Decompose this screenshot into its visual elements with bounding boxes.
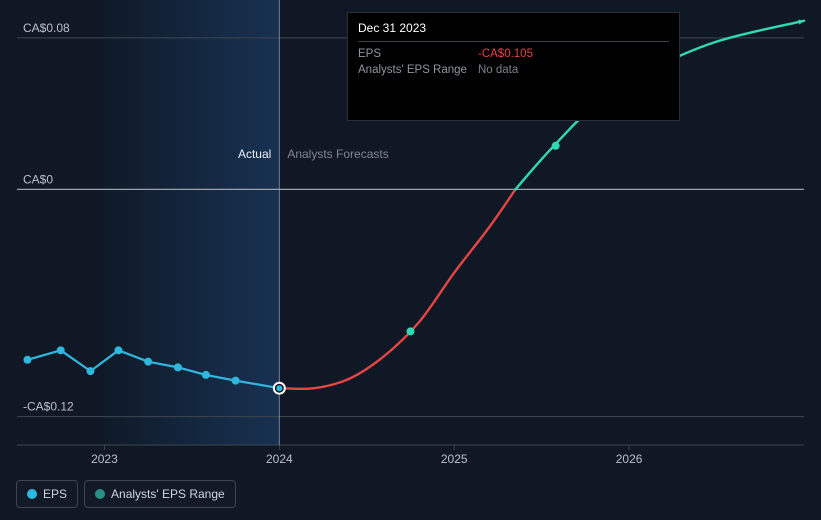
svg-text:-CA$0.12: -CA$0.12 xyxy=(23,400,74,414)
legend-item-analysts-range[interactable]: Analysts' EPS Range xyxy=(84,480,236,508)
legend-label: Analysts' EPS Range xyxy=(111,487,225,501)
tooltip-row: Analysts' EPS Range No data xyxy=(358,62,669,78)
svg-text:CA$0: CA$0 xyxy=(23,172,53,186)
tooltip-row-value: No data xyxy=(478,62,669,78)
svg-text:2026: 2026 xyxy=(616,452,643,466)
tooltip-row-label: EPS xyxy=(358,46,478,62)
svg-text:CA$0.08: CA$0.08 xyxy=(23,21,70,35)
svg-text:2024: 2024 xyxy=(266,452,293,466)
legend-swatch xyxy=(27,489,37,499)
tooltip-row: EPS -CA$0.105 xyxy=(358,46,669,62)
legend-swatch xyxy=(95,489,105,499)
svg-text:2025: 2025 xyxy=(441,452,468,466)
tooltip-date: Dec 31 2023 xyxy=(358,21,669,42)
legend: EPS Analysts' EPS Range xyxy=(16,480,236,508)
chart-container: { "chart": { "type": "line", "background… xyxy=(0,0,821,520)
svg-text:Analysts Forecasts: Analysts Forecasts xyxy=(287,147,388,161)
tooltip-rows: EPS -CA$0.105 Analysts' EPS Range No dat… xyxy=(358,46,669,112)
tooltip: Dec 31 2023 EPS -CA$0.105 Analysts' EPS … xyxy=(347,12,680,121)
legend-label: EPS xyxy=(43,487,67,501)
legend-item-eps[interactable]: EPS xyxy=(16,480,78,508)
svg-text:2023: 2023 xyxy=(91,452,118,466)
tooltip-row-value: -CA$0.105 xyxy=(478,46,669,62)
tooltip-row-label: Analysts' EPS Range xyxy=(358,62,478,78)
svg-text:Actual: Actual xyxy=(238,147,271,161)
